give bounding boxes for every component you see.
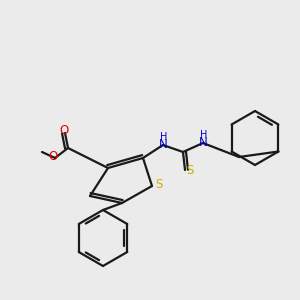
Text: N: N (199, 136, 207, 149)
Text: O: O (59, 124, 69, 137)
Text: S: S (186, 164, 194, 178)
Text: N: N (159, 139, 167, 152)
Text: H: H (200, 130, 208, 140)
Text: S: S (155, 178, 163, 191)
Text: O: O (48, 151, 58, 164)
Text: H: H (160, 132, 168, 142)
